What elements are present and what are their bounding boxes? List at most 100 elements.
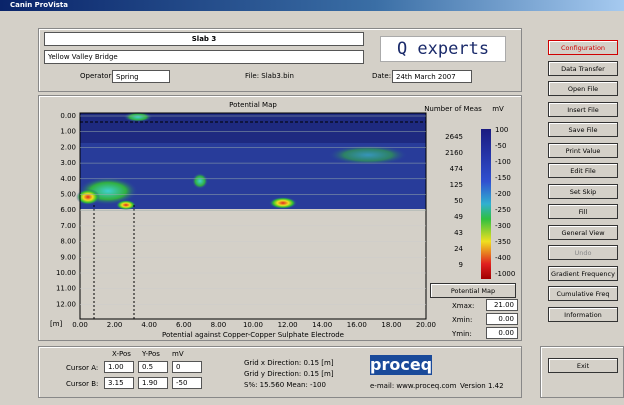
y-tick-label: 10.00 [56,269,76,277]
x-tick-label: 16.00 [347,321,367,329]
x-tick-label: 10.00 [243,321,263,329]
limit-field: 0.00 [486,313,518,325]
scale-label: -100 [495,158,511,166]
menu-button[interactable]: Undo [548,245,618,260]
email: e-mail: www.proceq.com [370,382,457,390]
column-header: X-Pos [112,350,131,358]
limit-field: 21.00 [486,299,518,311]
date-label: Date: [372,72,392,80]
map-zone [116,200,136,210]
x-tick-label: 8.00 [211,321,227,329]
status-panel [38,346,522,398]
x-tick-label: 12.00 [278,321,298,329]
menu-button[interactable]: Edit File [548,163,618,178]
color-scale [481,129,491,279]
y-unit: [m] [50,320,63,328]
limit-label: Ymin: [452,330,472,338]
y-tick-label: 11.00 [56,285,76,293]
legend-title: Number of Meas [424,105,482,113]
y-tick-label: 6.00 [60,206,76,214]
x-tick-label: 6.00 [176,321,192,329]
y-tick-label: 5.00 [60,191,76,199]
x-tick-label: 2.00 [107,321,123,329]
scale-label: -250 [495,206,511,214]
column-header: mV [172,350,184,358]
scale-label: -200 [495,190,511,198]
map-zone [124,112,152,122]
proceq-logo: proceq [370,355,433,375]
y-tick-label: 0.00 [60,112,76,120]
cursor-field: 0.5 [138,361,168,373]
scale-label: 100 [495,126,508,134]
count-label: 474 [450,165,464,173]
cursor-field: -50 [172,377,202,389]
limit-label: Xmin: [452,316,473,324]
y-tick-label: 1.00 [60,128,76,136]
map-zone [76,189,100,205]
map-panel [38,95,522,341]
cursor-field: 1.00 [104,361,134,373]
menu-button[interactable]: Insert File [548,101,618,117]
scale-label: -150 [495,174,511,182]
menu-button[interactable]: Fill [548,204,618,219]
header-panel [38,28,522,92]
map-zone [269,197,297,209]
grid-stat: Grid y Direction: 0.15 [m] [244,370,334,378]
menu-button[interactable]: Set Skip [548,183,618,199]
map-title: Potential Map [229,101,277,109]
y-tick-label: 4.00 [60,175,76,183]
version: Version 1.42 [460,382,504,390]
plot-frame [79,112,427,320]
title-bar [0,0,624,11]
y-tick-label: 12.00 [56,300,76,308]
potential-map: Potential Map 0.00 1.00 2.00 3.00 4.00 5.00 6.0… [50,101,515,339]
map-zone [328,145,408,165]
cursor-field: 3.15 [104,377,134,389]
menu-button[interactable]: Save File [548,122,618,137]
exit-button[interactable]: Exit [548,358,618,373]
cursor-label: Cursor B: [66,380,99,388]
file-name: File: Slab3.bin [245,72,294,80]
x-tick-label: 20.00 [416,321,436,329]
limit-field: 0.00 [486,327,518,339]
x-tick-label: 4.00 [141,321,157,329]
column-header: Y-Pos [142,350,160,358]
scale-label: -350 [495,238,511,246]
potential-map-button[interactable]: Potential Map [430,283,516,298]
y-tick-label: 2.00 [60,143,76,151]
x-tick-label: 14.00 [312,321,332,329]
menu-button[interactable]: Data Transfer [548,60,618,76]
menu-button[interactable]: Information [548,306,618,322]
y-tick-label: 8.00 [60,238,76,246]
y-tick-label: 3.00 [60,159,76,167]
legend-unit: mV [492,105,504,113]
menu-button[interactable]: Print Value [548,142,618,158]
x-tick-label: 18.00 [381,321,401,329]
y-tick-label: 7.00 [60,222,76,230]
cursor-field: 1.90 [138,377,168,389]
slab-title: Slab 3 [44,32,364,46]
count-label: 49 [454,213,463,221]
map-zone [192,173,208,189]
logo: Q experts [380,36,506,62]
scale-label: -50 [495,142,506,150]
x-axis-title: Potential against Copper-Copper Sulphate… [162,331,344,339]
count-label: 9 [459,261,463,269]
count-label: 43 [454,229,463,237]
operator-field: Spring [112,70,170,83]
menu-button[interactable]: Configuration [548,40,618,55]
count-label: 24 [454,245,463,253]
grid-stat: S%: 15.560 Mean: -100 [244,381,326,389]
count-label: 50 [454,197,463,205]
menu-button[interactable]: General View [548,224,618,240]
menu-button[interactable]: Cumulative Freq [548,286,618,301]
structure-name: Yellow Valley Bridge [44,50,364,64]
scale-label: -300 [495,222,511,230]
cursor-field: 0 [172,361,202,373]
date-field: 24th March 2007 [392,70,472,83]
menu-button[interactable]: Gradient Frequency [548,265,618,281]
window-title: Canin ProVista [10,1,68,9]
menu-button[interactable]: Open File [548,81,618,96]
cursor-label: Cursor A: [66,364,99,372]
count-label: 125 [450,181,463,189]
